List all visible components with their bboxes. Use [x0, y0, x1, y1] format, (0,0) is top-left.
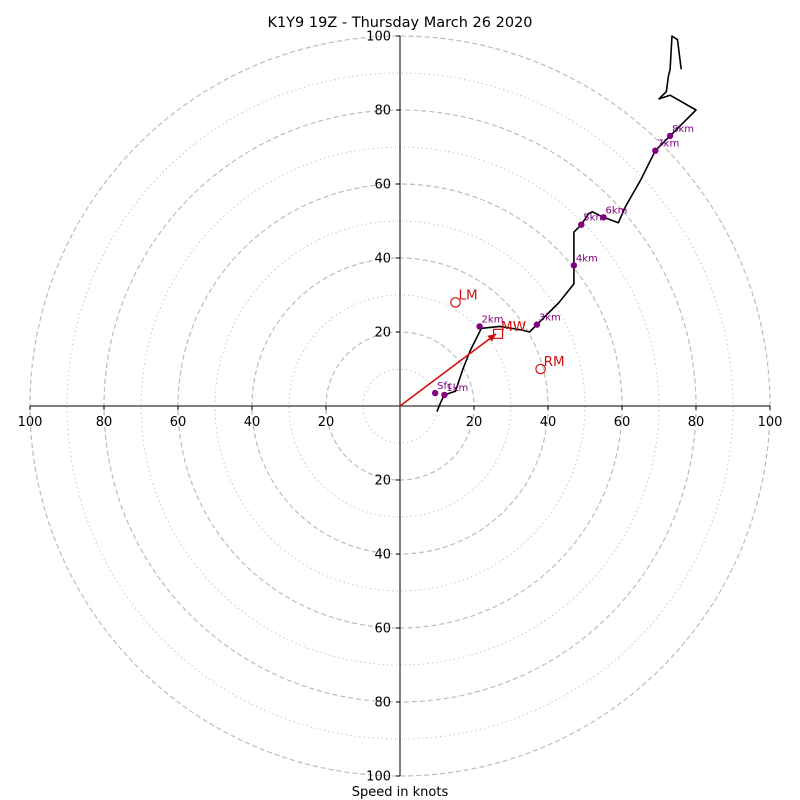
x-tick-label: 40 — [244, 415, 261, 430]
y-tick-label: 100 — [366, 30, 391, 45]
x-axis-label: Speed in knots — [352, 785, 449, 800]
height-marker-3km — [533, 321, 541, 328]
x-tick-label: 100 — [758, 415, 783, 430]
height-label-7km: 7km — [657, 139, 679, 150]
wind-trace-line — [436, 35, 697, 412]
storm-motion-lm-label: LM — [459, 287, 478, 303]
y-tick-label: 20 — [374, 326, 391, 341]
x-tick-label: 40 — [540, 415, 557, 430]
x-tick-label: 20 — [318, 415, 335, 430]
height-label-3km: 3km — [539, 313, 561, 324]
height-label-6km: 6km — [606, 205, 628, 216]
height-marker-sfc — [431, 389, 439, 397]
x-tick-label: 100 — [18, 415, 43, 430]
x-tick-label: 80 — [688, 415, 705, 430]
storm-motion-mw-marker — [492, 328, 504, 339]
y-tick-label: 40 — [374, 252, 391, 267]
y-tick-label: 60 — [374, 178, 391, 193]
storm-motion-rm-label: RM — [544, 354, 565, 370]
x-tick-label: 60 — [614, 415, 631, 430]
storm-motion-rm-marker — [535, 363, 546, 375]
height-label-2km: 2km — [482, 314, 504, 325]
mean-wind-arrow — [399, 333, 497, 407]
height-marker-4km — [570, 262, 578, 269]
tick-labels: 100 80 60 40 20 20 40 60 80 100 100 80 60 40 20 20 40 60 8… — [18, 30, 783, 785]
y-tick-label: 80 — [374, 104, 391, 119]
height-label-5km: 5km — [583, 213, 605, 224]
height-marker-8km — [666, 132, 674, 140]
height-label-8km: 8km — [672, 124, 694, 135]
x-tick-label: 60 — [170, 415, 187, 430]
y-tick-label: 80 — [374, 696, 391, 711]
chart-title: K1Y9 19Z - Thursday March 26 2020 — [267, 15, 532, 31]
wind-trace — [436, 35, 697, 412]
height-marker-5km — [578, 221, 585, 228]
y-tick-label: 60 — [374, 622, 391, 637]
x-tick-label: 20 — [466, 415, 483, 430]
height-marker-2km — [476, 323, 483, 330]
x-tick-label: 80 — [96, 415, 113, 430]
storm-motion-markers: LM MW RM — [399, 287, 565, 407]
y-tick-label: 100 — [366, 770, 391, 785]
storm-motion-lm-marker — [450, 297, 461, 308]
height-label-1km: 1km — [446, 383, 468, 394]
height-label-4km: 4km — [576, 253, 598, 264]
height-label-sfc: Sfc — [437, 381, 452, 392]
height-marker-6km — [600, 214, 607, 221]
y-tick-label: 40 — [374, 548, 391, 563]
storm-motion-mw-label: MW — [501, 319, 526, 335]
height-marker-1km — [441, 391, 448, 399]
y-tick-label: 20 — [374, 474, 391, 489]
height-marker-7km — [652, 147, 659, 154]
